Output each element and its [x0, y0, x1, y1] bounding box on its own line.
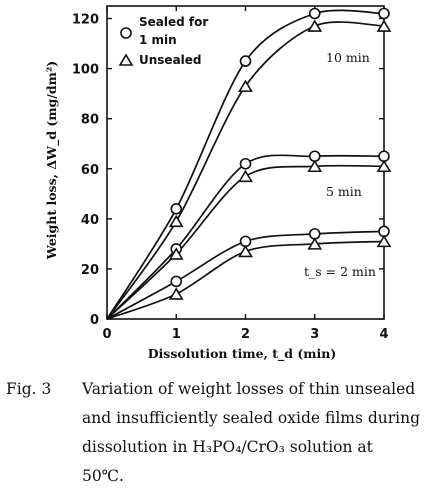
x-tick-label: 0: [102, 327, 111, 342]
caption-line: 50℃.: [82, 467, 124, 485]
legend-label-sealed-line1: Sealed for: [139, 15, 208, 29]
figure-caption: Fig. 3 Variation of weight losses of thi…: [6, 375, 430, 491]
data-point-triangle: [307, 237, 323, 250]
caption-figure-label: Fig. 3: [6, 380, 52, 398]
data-point-circle: [170, 203, 183, 215]
x-axis-title: Dissolution time, t_d (min): [148, 346, 337, 362]
legend: Sealed for 1 min Unsealed: [118, 15, 208, 67]
caption-line: Variation of weight losses of thin unsea…: [82, 380, 416, 398]
legend-triangle-marker: [118, 53, 134, 66]
x-tick-label: 1: [172, 327, 181, 342]
annotation-10-min: 10 min: [326, 50, 370, 65]
y-tick-label: 40: [81, 213, 99, 228]
data-point-circle: [308, 7, 321, 20]
curve-circle-series: [106, 9, 385, 320]
data-point-triangle: [168, 214, 184, 228]
y-tick-label: 60: [81, 163, 99, 178]
legend-label-sealed-line2: 1 min: [139, 33, 177, 47]
data-point-triangle: [307, 159, 323, 173]
data-point-circle: [239, 55, 252, 67]
annotation-5-min: 5 min: [326, 184, 362, 199]
data-point-circle: [378, 7, 390, 20]
data-markers: [168, 7, 392, 300]
data-point-triangle: [168, 287, 184, 300]
data-point-triangle: [376, 234, 392, 248]
data-point-triangle: [168, 247, 184, 260]
data-point-triangle: [238, 169, 253, 183]
caption-line: dissolution in H₃PO₄/CrO₃ solution at: [82, 438, 373, 456]
x-tick-label: 4: [379, 327, 388, 342]
y-tick-label: 100: [72, 63, 99, 78]
y-tick-label: 120: [72, 13, 99, 28]
data-point-triangle: [376, 19, 392, 32]
legend-label-unsealed: Unsealed: [139, 53, 202, 67]
x-tick-label: 2: [241, 327, 250, 342]
x-tick-label: 3: [310, 327, 319, 342]
data-point-triangle: [238, 244, 253, 258]
legend-circle-marker: [120, 27, 132, 39]
curve-triangle-series: [106, 21, 385, 320]
y-axis-title: Weight loss, ΔW_d (mg/dm²): [44, 61, 60, 260]
caption-line: and insufficiently sealed oxide films du…: [82, 409, 421, 427]
y-tick-label: 0: [90, 313, 99, 328]
y-tick-label: 20: [81, 263, 99, 278]
y-tick-label: 80: [81, 113, 99, 128]
data-point-triangle: [238, 79, 253, 92]
data-point-circle: [170, 275, 183, 288]
data-point-triangle: [307, 19, 323, 32]
annotation-2-min: t_s = 2 min: [304, 264, 376, 279]
data-point-circle: [239, 157, 252, 170]
data-point-triangle: [376, 159, 392, 173]
